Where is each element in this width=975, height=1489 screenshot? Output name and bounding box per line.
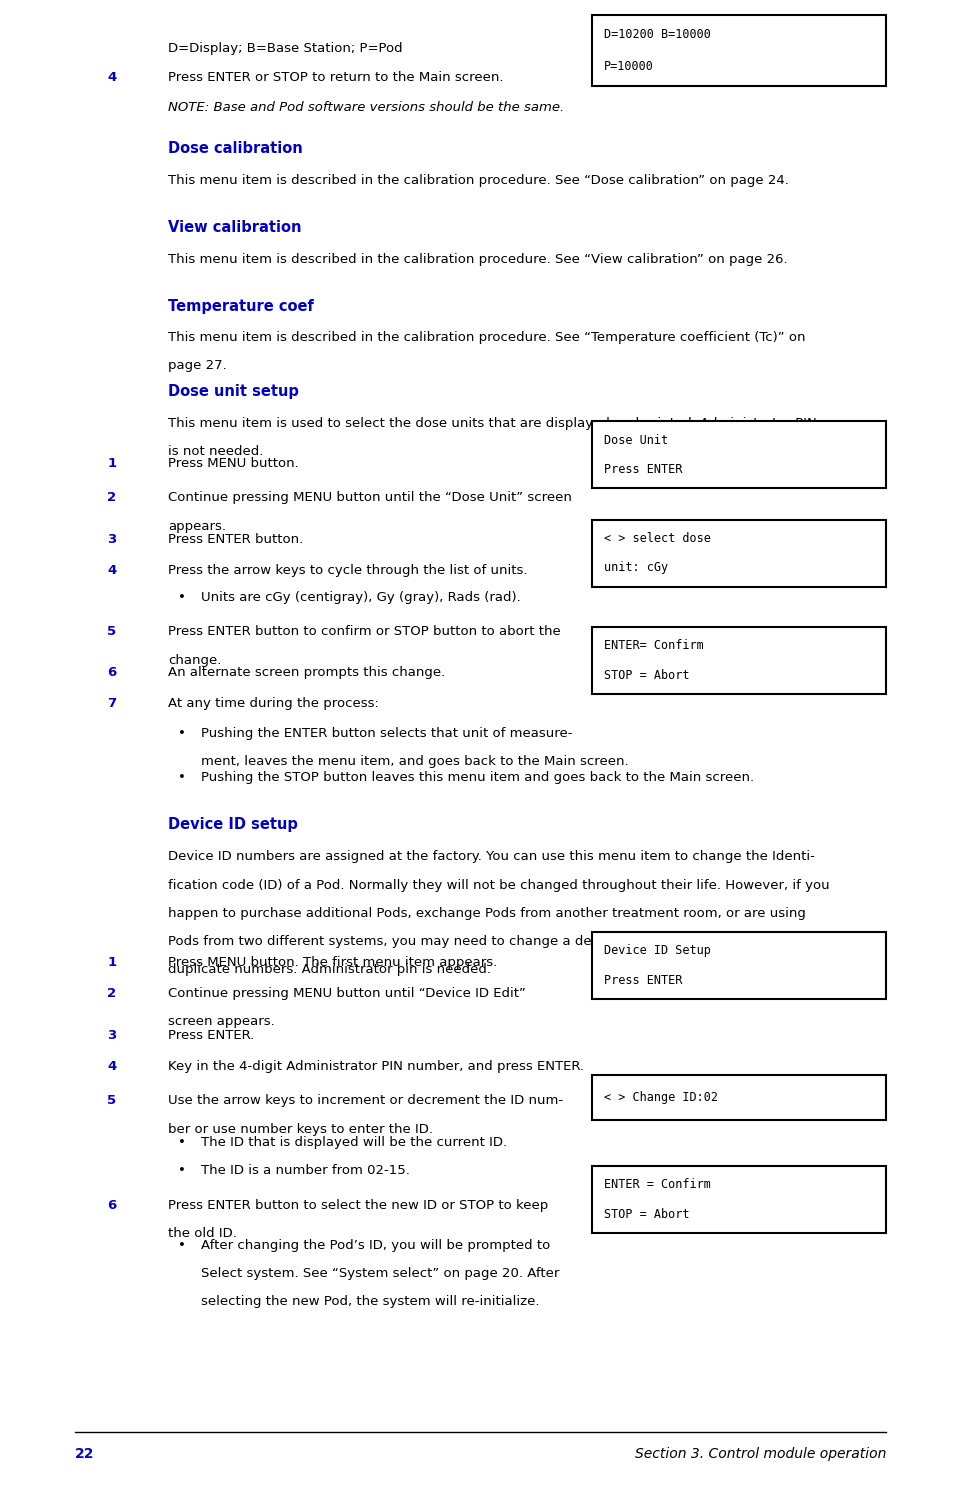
Text: 22: 22 [75,1447,95,1461]
Text: Pushing the ENTER button selects that unit of measure-: Pushing the ENTER button selects that un… [201,727,572,740]
Text: NOTE: Base and Pod software versions should be the same.: NOTE: Base and Pod software versions sho… [168,101,565,115]
Text: At any time during the process:: At any time during the process: [168,697,379,710]
Text: Dose unit setup: Dose unit setup [168,384,298,399]
Text: 6: 6 [107,666,117,679]
Text: This menu item is used to select the dose units that are displayed and printed. : This menu item is used to select the dos… [168,417,817,430]
Text: STOP = Abort: STOP = Abort [604,1208,689,1221]
Text: After changing the Pod’s ID, you will be prompted to: After changing the Pod’s ID, you will be… [201,1239,550,1252]
Text: •: • [178,1164,186,1178]
Text: ENTER= Confirm: ENTER= Confirm [604,639,703,652]
Text: Press ENTER.: Press ENTER. [168,1029,254,1042]
Text: Press the arrow keys to cycle through the list of units.: Press the arrow keys to cycle through th… [168,564,527,578]
Text: Press ENTER button to select the new ID or STOP to keep: Press ENTER button to select the new ID … [168,1199,548,1212]
Text: STOP = Abort: STOP = Abort [604,669,689,682]
Text: 4: 4 [107,564,117,578]
Text: 1: 1 [107,956,116,969]
Text: This menu item is described in the calibration procedure. See “Temperature coeff: This menu item is described in the calib… [168,331,805,344]
Text: Press MENU button. The first menu item appears.: Press MENU button. The first menu item a… [168,956,497,969]
Bar [593,627,886,694]
Text: Pushing the STOP button leaves this menu item and goes back to the Main screen.: Pushing the STOP button leaves this menu… [201,771,754,785]
Bar [593,520,886,587]
Text: •: • [178,591,186,605]
Text: Units are cGy (centigray), Gy (gray), Rads (rad).: Units are cGy (centigray), Gy (gray), Ra… [201,591,521,605]
Text: 7: 7 [107,697,116,710]
Bar [593,1166,886,1233]
Text: P=10000: P=10000 [604,60,653,73]
Text: ENTER = Confirm: ENTER = Confirm [604,1178,711,1191]
Text: Press ENTER button to confirm or STOP button to abort the: Press ENTER button to confirm or STOP bu… [168,625,561,639]
Text: 5: 5 [107,1094,116,1108]
Text: 4: 4 [107,1060,117,1074]
Text: Press ENTER: Press ENTER [604,463,682,476]
Text: •: • [178,771,186,785]
Text: Continue pressing MENU button until the “Dose Unit” screen: Continue pressing MENU button until the … [168,491,571,505]
Text: Continue pressing MENU button until “Device ID Edit”: Continue pressing MENU button until “Dev… [168,987,526,1001]
Text: 4: 4 [107,71,117,85]
Text: Dose calibration: Dose calibration [168,141,302,156]
Text: Press ENTER or STOP to return to the Main screen.: Press ENTER or STOP to return to the Mai… [168,71,503,85]
Text: This menu item is described in the calibration procedure. See “View calibration”: This menu item is described in the calib… [168,253,788,267]
Text: the old ID.: the old ID. [168,1227,237,1240]
Text: •: • [178,1136,186,1150]
Text: Key in the 4-digit Administrator PIN number, and press ENTER.: Key in the 4-digit Administrator PIN num… [168,1060,584,1074]
Text: 1: 1 [107,457,116,471]
Text: Device ID setup: Device ID setup [168,817,297,832]
Text: Select system. See “System select” on page 20. After: Select system. See “System select” on pa… [201,1267,559,1281]
Bar [593,1075,886,1120]
Text: page 27.: page 27. [168,359,227,372]
Text: Press ENTER: Press ENTER [604,974,682,987]
Bar [593,15,886,86]
Text: ber or use number keys to enter the ID.: ber or use number keys to enter the ID. [168,1123,433,1136]
Text: is not needed.: is not needed. [168,445,263,459]
Text: 2: 2 [107,987,116,1001]
Bar [593,421,886,488]
Text: •: • [178,1239,186,1252]
Text: 5: 5 [107,625,116,639]
Text: Press MENU button.: Press MENU button. [168,457,298,471]
Text: selecting the new Pod, the system will re-initialize.: selecting the new Pod, the system will r… [201,1295,539,1309]
Text: appears.: appears. [168,520,226,533]
Text: An alternate screen prompts this change.: An alternate screen prompts this change. [168,666,446,679]
Text: This menu item is described in the calibration procedure. See “Dose calibration”: This menu item is described in the calib… [168,174,789,188]
Text: Use the arrow keys to increment or decrement the ID num-: Use the arrow keys to increment or decre… [168,1094,564,1108]
Text: ment, leaves the menu item, and goes back to the Main screen.: ment, leaves the menu item, and goes bac… [201,755,628,768]
Text: fication code (ID) of a Pod. Normally they will not be changed throughout their : fication code (ID) of a Pod. Normally th… [168,879,830,892]
Text: View calibration: View calibration [168,220,301,235]
Text: D=Display; B=Base Station; P=Pod: D=Display; B=Base Station; P=Pod [168,42,403,55]
Text: The ID that is displayed will be the current ID.: The ID that is displayed will be the cur… [201,1136,507,1150]
Text: 3: 3 [107,533,117,546]
Text: Temperature coef: Temperature coef [168,299,314,314]
Text: screen appears.: screen appears. [168,1015,275,1029]
Text: Section 3. Control module operation: Section 3. Control module operation [635,1447,886,1461]
Text: D=10200 B=10000: D=10200 B=10000 [604,28,711,42]
Text: The ID is a number from 02-15.: The ID is a number from 02-15. [201,1164,410,1178]
Text: 2: 2 [107,491,116,505]
Text: < > Change ID:02: < > Change ID:02 [604,1091,718,1103]
Text: unit: cGy: unit: cGy [604,561,668,575]
Text: change.: change. [168,654,221,667]
Bar [593,932,886,999]
Text: Device ID numbers are assigned at the factory. You can use this menu item to cha: Device ID numbers are assigned at the fa… [168,850,815,864]
Text: Press ENTER button.: Press ENTER button. [168,533,303,546]
Text: Dose Unit: Dose Unit [604,433,668,447]
Text: 6: 6 [107,1199,117,1212]
Text: duplicate numbers. Administrator pin is needed.: duplicate numbers. Administrator pin is … [168,963,491,977]
Text: < > select dose: < > select dose [604,532,711,545]
Text: happen to purchase additional Pods, exchange Pods from another treatment room, o: happen to purchase additional Pods, exch… [168,907,805,920]
Text: Device ID Setup: Device ID Setup [604,944,711,957]
Text: 3: 3 [107,1029,117,1042]
Text: Pods from two different systems, you may need to change a device ID number to pr: Pods from two different systems, you may… [168,935,817,948]
Text: •: • [178,727,186,740]
